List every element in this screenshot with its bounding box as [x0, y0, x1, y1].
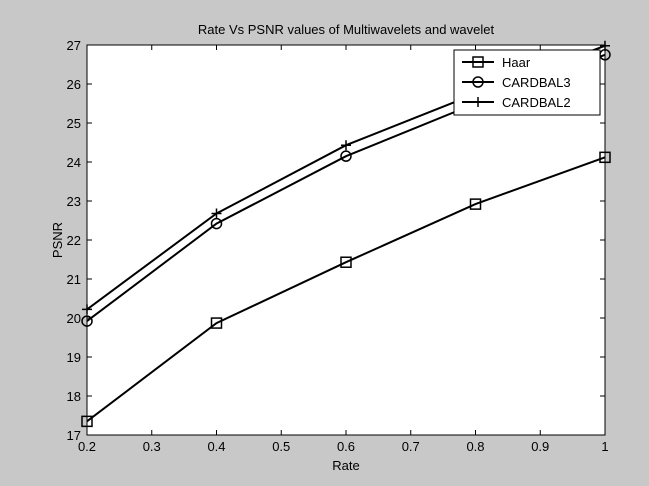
data-point	[340, 256, 352, 268]
data-point	[599, 151, 611, 164]
legend-item-haar: Haar	[462, 55, 531, 70]
legend-item-cardbal3: CARDBAL3	[462, 75, 571, 90]
x-tick-label: 0.6	[337, 439, 355, 454]
y-tick-label: 25	[67, 116, 81, 131]
axis-ticks: 0.2 0.3 0.4 0.5 0.6 0.7 0.8 0.9 1 17 18 19 20 21 22 23 2…	[67, 38, 609, 454]
legend-label: Haar	[502, 55, 531, 70]
data-point	[469, 198, 482, 210]
x-tick-label: 1	[601, 439, 608, 454]
series-haar	[81, 151, 611, 428]
x-tick-label: 0.4	[207, 439, 225, 454]
y-tick-label: 20	[67, 311, 81, 326]
legend-label: CARDBAL3	[502, 75, 571, 90]
legend-marker	[472, 76, 484, 88]
data-point	[82, 304, 92, 315]
data-point	[81, 315, 93, 327]
y-tick-label: 23	[67, 194, 81, 209]
x-axis-title: Rate	[332, 458, 359, 473]
x-tick-label: 0.8	[466, 439, 484, 454]
data-point	[341, 140, 351, 151]
data-point	[211, 208, 222, 219]
x-tick-label: 0.7	[402, 439, 420, 454]
y-tick-label: 27	[67, 38, 81, 53]
y-tick-label: 22	[67, 233, 81, 248]
y-tick-label: 19	[67, 350, 81, 365]
y-tick-label: 21	[67, 272, 81, 287]
y-tick-label: 26	[67, 77, 81, 92]
series-line	[86, 156, 606, 423]
data-point	[81, 415, 93, 428]
y-tick-label: 17	[67, 428, 81, 443]
x-tick-label: 0.3	[143, 439, 161, 454]
y-tick-label: 18	[67, 389, 81, 404]
x-tick-label: 0.9	[531, 439, 549, 454]
y-tick-label: 24	[67, 155, 81, 170]
x-tick-label: 0.5	[272, 439, 290, 454]
data-point	[600, 40, 610, 51]
data-point	[210, 317, 223, 329]
legend-label: CARDBAL2	[502, 95, 571, 110]
legend: Haar CARDBAL3 CARDBAL2	[453, 49, 601, 116]
y-axis-title: PSNR	[50, 222, 65, 258]
data-point	[210, 217, 223, 230]
legend-marker	[472, 56, 484, 68]
data-point	[340, 150, 352, 162]
legend-marker	[473, 97, 483, 107]
legend-item-cardbal2: CARDBAL2	[462, 95, 571, 110]
chart-title: Rate Vs PSNR values of Multiwavelets and…	[198, 22, 495, 37]
x-tick-label: 0.2	[78, 439, 96, 454]
